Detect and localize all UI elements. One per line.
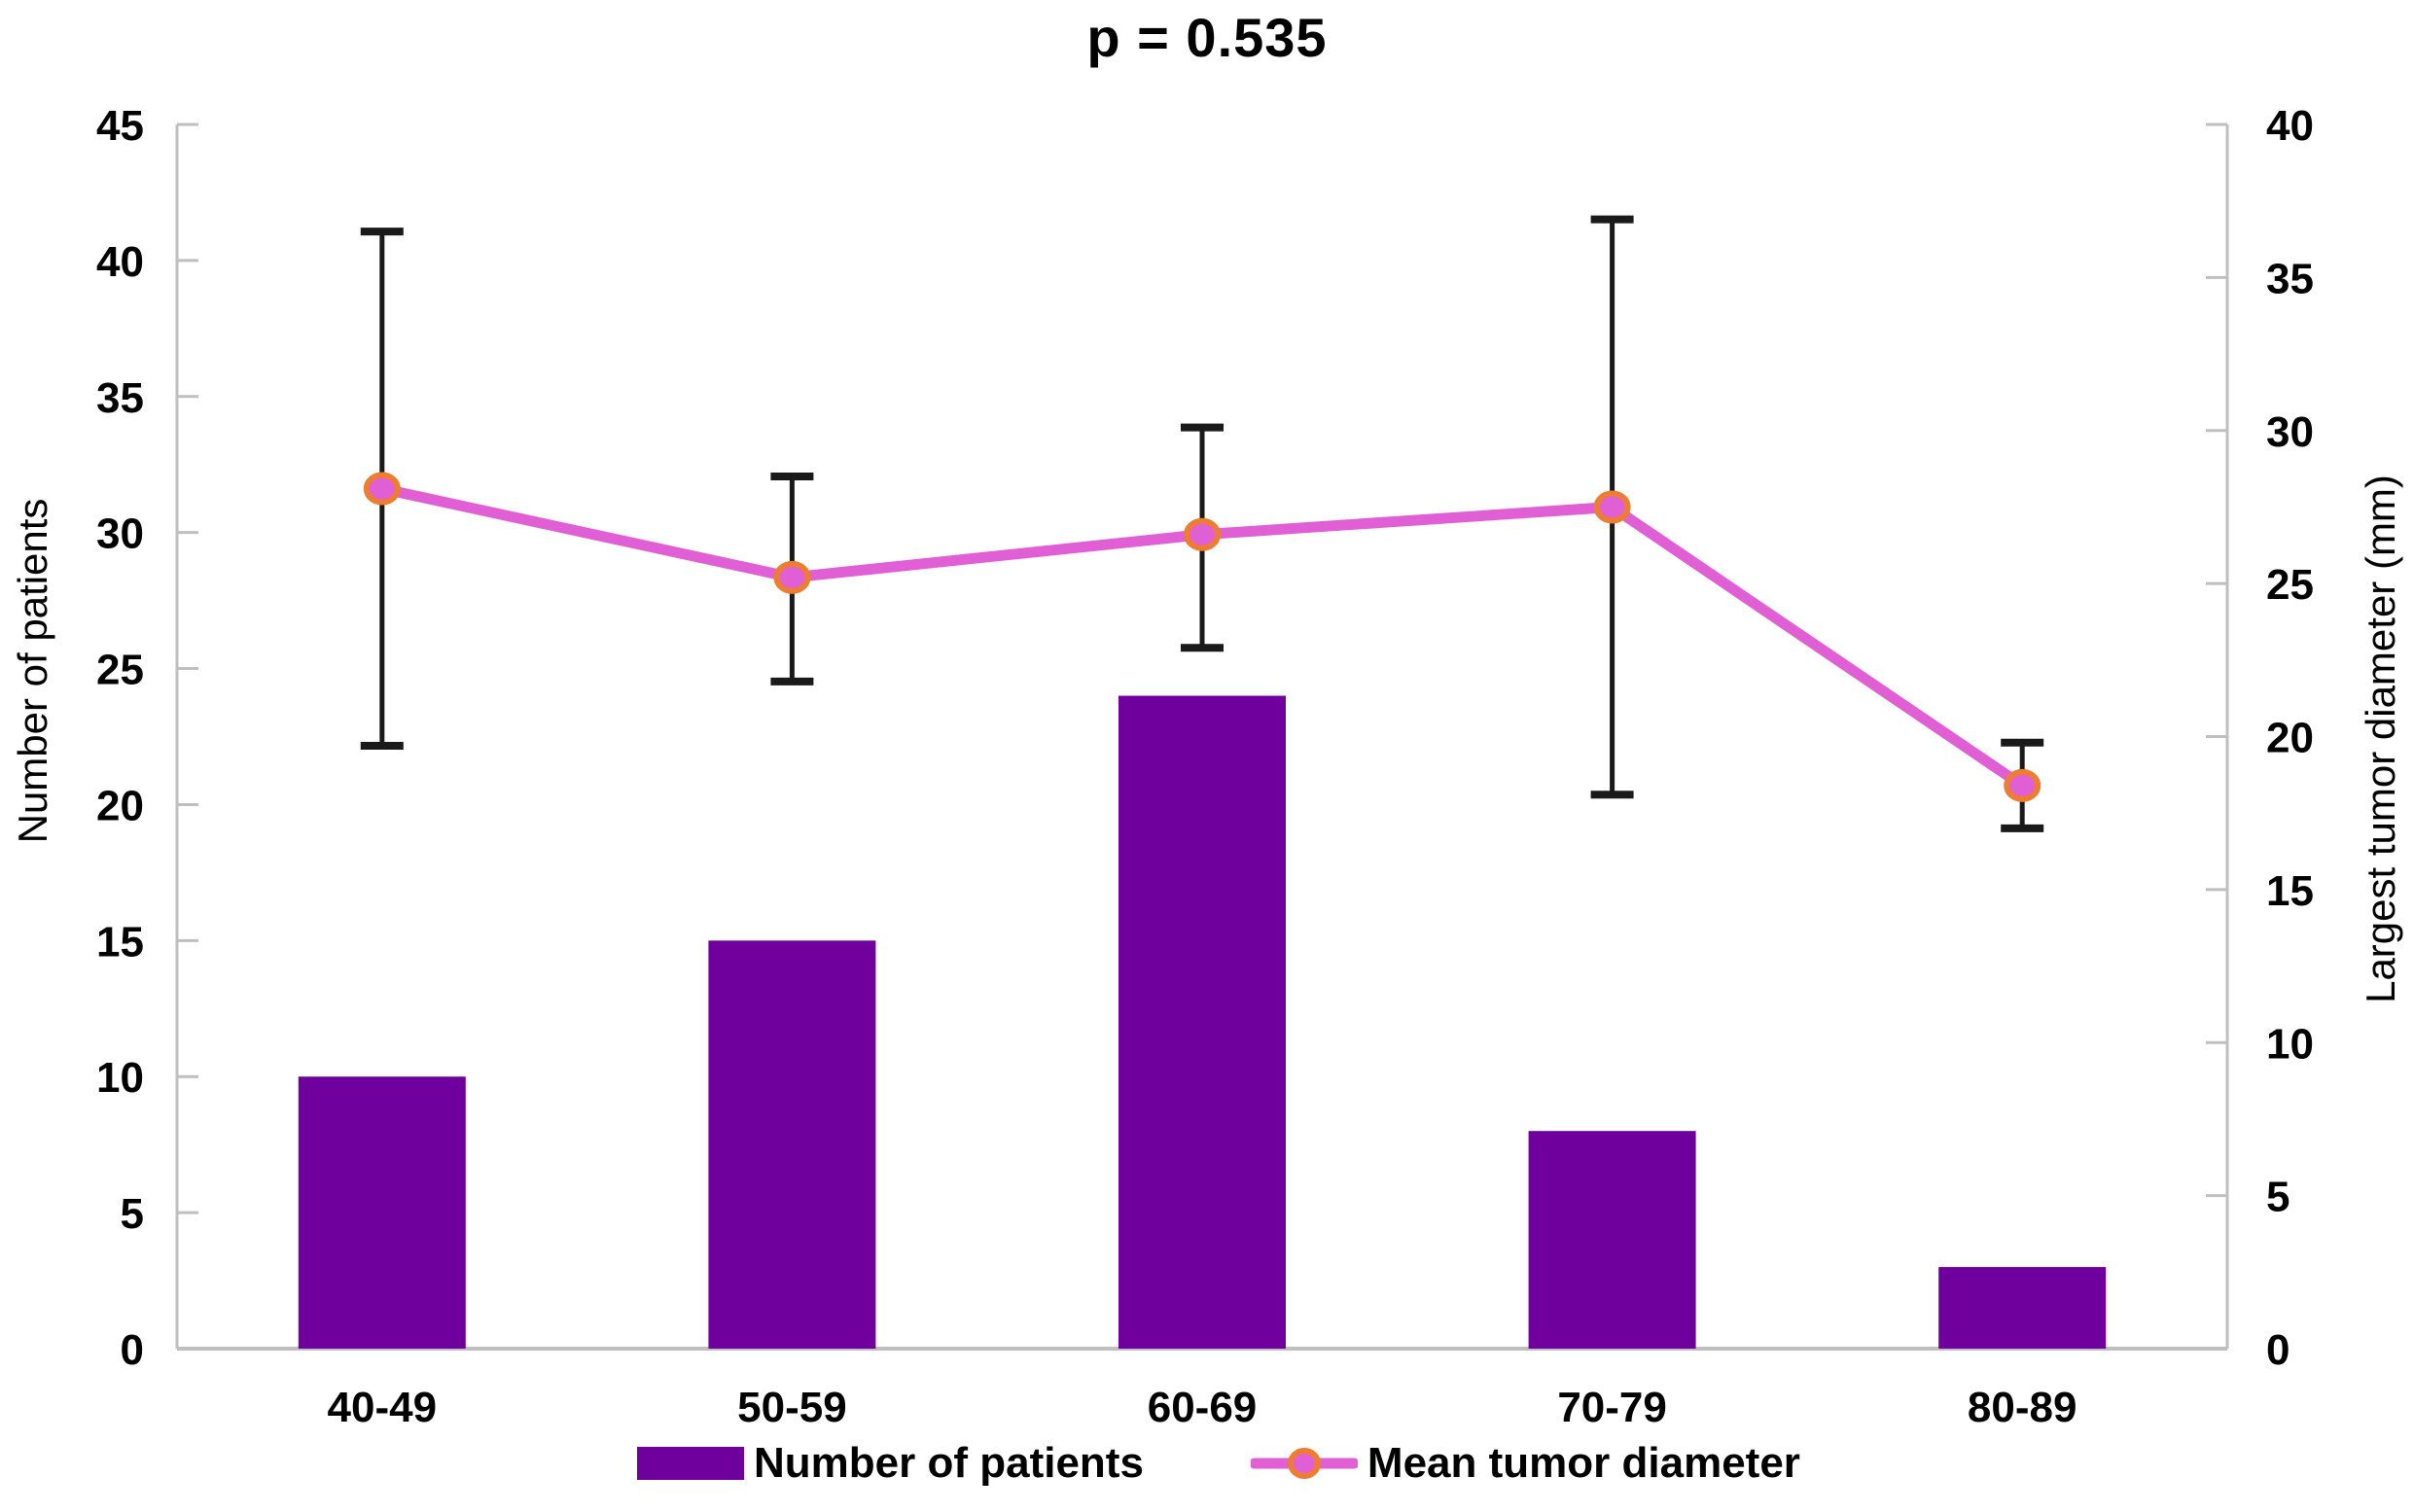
right-axis-tick-label: 0 [2266, 1326, 2290, 1374]
right-axis-tick-label: 25 [2266, 561, 2314, 609]
left-axis-tick-label: 35 [96, 374, 144, 422]
left-axis-tick-label: 5 [121, 1190, 144, 1238]
right-axis-tick-label: 5 [2266, 1174, 2290, 1221]
bar [708, 940, 876, 1349]
data-point-marker [1184, 517, 1221, 551]
bar-series-swatch-icon [637, 1447, 744, 1480]
category-label: 80-89 [1968, 1384, 2077, 1431]
right-axis-title: Largest tumor diameter (mm) [2358, 475, 2403, 1003]
category-label: 40-49 [328, 1384, 438, 1431]
right-axis-tick-label: 30 [2266, 408, 2314, 456]
legend-item-bars: Number of patients [637, 1439, 1144, 1488]
left-axis-tick-label: 45 [96, 102, 144, 150]
data-point-marker [2004, 768, 2041, 802]
left-axis-tick-label: 25 [96, 647, 144, 694]
left-axis-tick-label: 10 [96, 1054, 144, 1102]
legend-item-line: Mean tumor diameter [1250, 1439, 1800, 1488]
left-axis-tick-label: 0 [121, 1326, 144, 1374]
legend-marker-icon [1287, 1448, 1321, 1479]
left-axis-tick-label: 40 [96, 238, 144, 286]
left-axis-title: Number of patients [10, 498, 55, 844]
left-axis-tick-label: 15 [96, 918, 144, 966]
data-point-marker [363, 472, 401, 506]
legend-line-label: Mean tumor diameter [1367, 1439, 1800, 1487]
right-axis-tick-label: 10 [2266, 1020, 2314, 1068]
legend: Number of patients Mean tumor diameter [637, 1439, 1800, 1488]
category-label: 70-79 [1557, 1384, 1667, 1431]
right-axis-tick-label: 20 [2266, 715, 2314, 762]
right-axis-tick-label: 35 [2266, 255, 2314, 302]
category-label: 50-59 [737, 1384, 847, 1431]
bar [1938, 1267, 2107, 1349]
right-axis-tick-label: 40 [2266, 102, 2314, 150]
left-axis-tick-label: 20 [96, 782, 144, 829]
right-axis-tick-label: 15 [2266, 867, 2314, 915]
chart-title: p = 0.535 [1086, 7, 1328, 68]
legend-bars-label: Number of patients [754, 1439, 1144, 1487]
category-label: 60-69 [1148, 1384, 1258, 1431]
bar [1118, 695, 1286, 1349]
data-point-marker [773, 560, 811, 594]
bar [1528, 1131, 1696, 1349]
data-point-marker [1593, 490, 1631, 524]
left-axis-tick-label: 30 [96, 510, 144, 558]
bar [298, 1076, 466, 1349]
line-series-swatch-icon [1250, 1448, 1358, 1479]
